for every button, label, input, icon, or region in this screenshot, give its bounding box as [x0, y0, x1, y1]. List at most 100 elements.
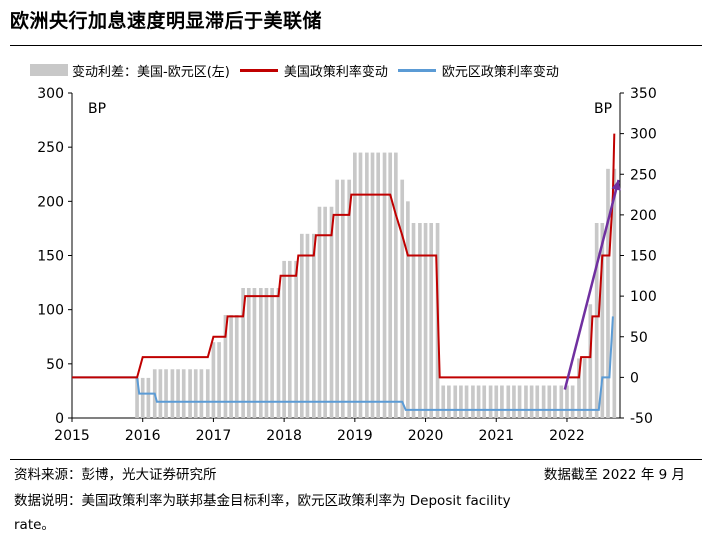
trend-arrow-line [563, 179, 620, 390]
left-tick-label: 50 [46, 357, 64, 373]
spread-bar [394, 152, 398, 419]
spread-bar [388, 152, 393, 419]
spread-bar [476, 385, 481, 418]
legend-item-spread: 变动利差：美国-欧元区(左) [30, 61, 230, 80]
left-tick-label: 250 [37, 140, 64, 156]
spread-bar [252, 288, 257, 418]
spread-bar [541, 385, 546, 418]
spread-bar [453, 385, 458, 418]
right-tick-label: 250 [630, 167, 657, 183]
spread-bar [488, 385, 493, 418]
spread-bar [358, 152, 363, 419]
spread-bar [423, 223, 428, 418]
spread-bar [600, 223, 605, 418]
spread-bar [370, 152, 375, 419]
date-note: 数据截至 2022 年 9 月 [543, 467, 685, 483]
spread-bar [441, 385, 446, 418]
x-tick-label: 2018 [266, 428, 302, 444]
spread-bar [158, 369, 163, 418]
source-note: 资料来源：彭博，光大证券研究所 [14, 467, 217, 483]
spread-bar [606, 168, 610, 418]
spread-bar [471, 385, 475, 418]
spread-bar [234, 315, 239, 418]
spread-bar [146, 377, 151, 418]
spread-bar [176, 369, 180, 418]
right-tick-label: 50 [630, 330, 648, 346]
right-tick-label: 200 [630, 208, 657, 224]
spread-bar [559, 385, 564, 418]
legend-swatch-spread [30, 64, 68, 76]
spread-bar [464, 385, 469, 418]
spread-bar [193, 369, 198, 418]
x-tick-label: 2015 [54, 428, 90, 444]
spread-bar [229, 315, 233, 418]
spread-bar [535, 385, 540, 418]
us-rate-line [72, 133, 616, 379]
x-tick-label: 2022 [549, 428, 585, 444]
data-note-line2: rate。 [14, 517, 55, 533]
spread-bar [258, 288, 263, 418]
left-tick-label: 300 [37, 86, 64, 102]
left-unit-label: BP [88, 101, 106, 117]
left-tick-label: 150 [37, 249, 64, 265]
right-tick-label: 0 [630, 370, 639, 386]
spread-bar [582, 358, 587, 418]
spread-bar [459, 385, 463, 418]
spread-bar [400, 179, 405, 418]
spread-bar [482, 385, 487, 418]
legend-item-us: 美国政策利率变动 [239, 61, 388, 80]
spread-bar [553, 385, 557, 418]
spread-bar [270, 288, 274, 418]
title-rule [10, 45, 702, 46]
spread-bar [181, 369, 186, 418]
spread-bar [500, 385, 504, 418]
chart-canvas: 0 50 100 150 200 250 300 -50 0 50 100 150 200 250 300 3… [37, 86, 657, 444]
spread-bar [353, 152, 357, 419]
legend-label-us: 美国政策利率变动 [283, 64, 388, 80]
spread-bar [211, 342, 216, 418]
spread-bar [276, 288, 281, 418]
spread-bar [170, 369, 175, 418]
spread-bar [241, 288, 245, 418]
spread-bar [294, 260, 298, 418]
legend-item-eu: 欧元区政策利率变动 [397, 61, 559, 80]
spread-bar [140, 377, 145, 418]
spread-bar [205, 369, 210, 418]
spread-bar [512, 385, 516, 418]
spread-bar [588, 304, 593, 418]
spread-bar [347, 179, 352, 418]
spread-bar [547, 385, 552, 418]
spread-bar [246, 288, 251, 418]
x-tick-label: 2021 [478, 428, 514, 444]
data-note-line1: 数据说明：美国政策利率为联邦基金目标利率，欧元区政策利率为 Deposit fa… [14, 493, 511, 509]
x-tick-label: 2016 [125, 428, 161, 444]
right-tick-label: 350 [630, 86, 657, 102]
spread-bar [217, 342, 221, 418]
left-tick-label: 200 [37, 194, 64, 210]
x-tick-label: 2020 [408, 428, 444, 444]
spread-bar [299, 233, 304, 418]
spread-bar [517, 385, 522, 418]
spread-bar [411, 223, 416, 418]
right-tick-label: 100 [630, 289, 657, 305]
spread-bar [335, 179, 339, 418]
spread-bar [612, 168, 617, 418]
spread-bar [188, 369, 192, 418]
spread-bar [429, 223, 434, 418]
spread-bar [282, 260, 286, 418]
x-tick-label: 2017 [196, 428, 232, 444]
spread-bar [382, 152, 387, 419]
spread-bar [312, 233, 316, 418]
x-tick-label: 2019 [337, 428, 373, 444]
right-tick-label: 300 [630, 127, 657, 143]
spread-bar [223, 315, 228, 418]
legend-swatch-us [239, 68, 278, 72]
spread-bar [264, 288, 269, 418]
right-unit-label: BP [594, 101, 612, 117]
spread-bar [135, 377, 139, 418]
right-tick-label: 150 [630, 249, 657, 265]
trend-arrow-head [611, 179, 621, 191]
eu-rate-line [72, 316, 614, 411]
legend: 变动利差：美国-欧元区(左) 美国政策利率变动 欧元区政策利率变动 [30, 60, 569, 80]
spread-bar [529, 385, 534, 418]
